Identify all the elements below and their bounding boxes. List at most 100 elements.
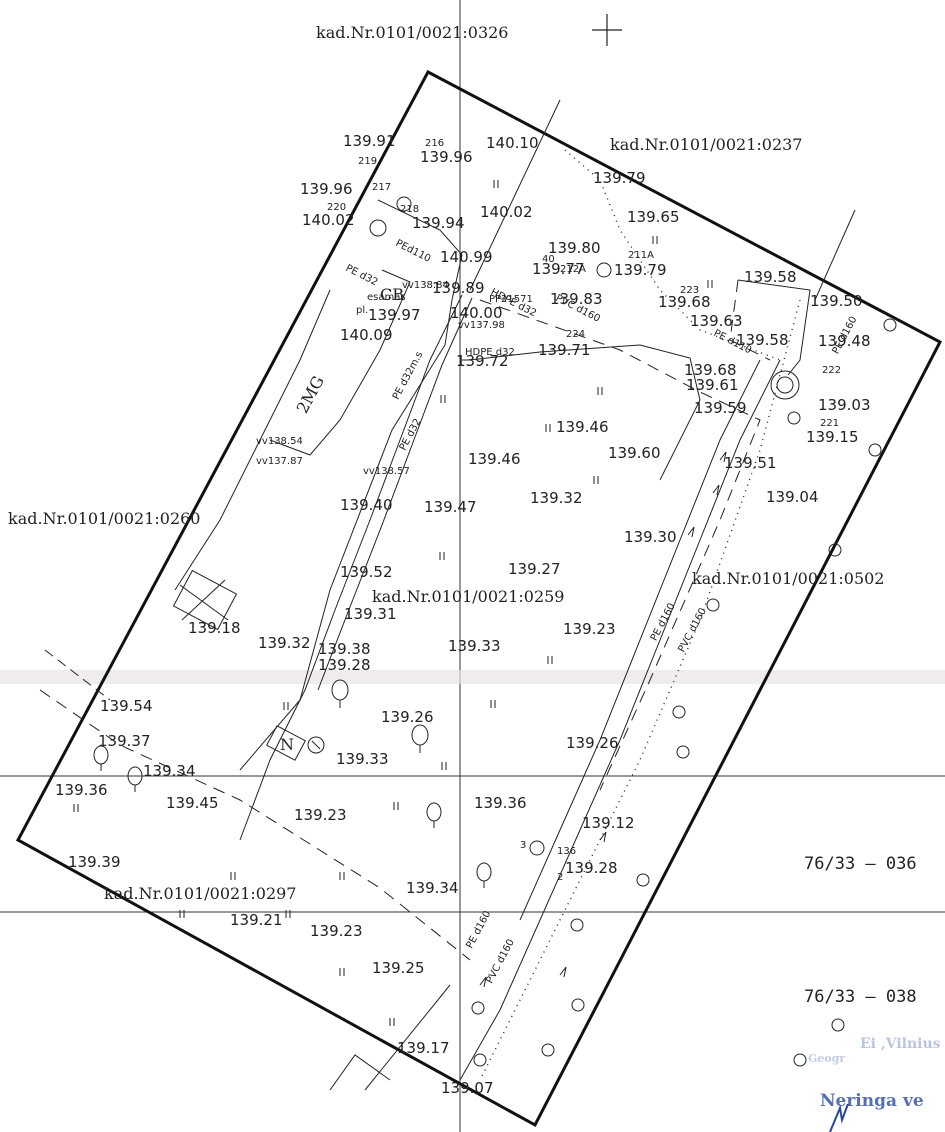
- elevation-label: 139.48: [818, 332, 871, 350]
- point-label: 223: [680, 285, 699, 296]
- elevation-label: 139.79: [593, 169, 646, 187]
- elevation-label: 139.91: [343, 132, 396, 150]
- well-icon: [770, 370, 800, 400]
- point-label: 222: [822, 365, 841, 376]
- elevation-label: 139.04: [766, 488, 819, 506]
- elevation-label: 139.34: [406, 879, 459, 897]
- elevation-label: 139.36: [55, 781, 108, 799]
- tree-icon: [127, 766, 143, 792]
- tree-icon: [411, 724, 429, 753]
- elevation-label: 139.46: [468, 450, 521, 468]
- elevation-label: 139.28: [565, 859, 618, 877]
- point-label: 220: [327, 202, 346, 213]
- elevation-label: 139.60: [608, 444, 661, 462]
- elevation-label: 139.83: [550, 290, 603, 308]
- valve-label: pl.: [356, 305, 368, 316]
- parcel-label-topright: kad.Nr.0101/0021:0237: [610, 135, 802, 154]
- elevation-label: 139.23: [310, 922, 363, 940]
- elevation-label: 139.63: [690, 312, 743, 330]
- elevation-label: 139.12: [582, 814, 635, 832]
- parcel-label-top: kad.Nr.0101/0021:0326: [316, 23, 508, 42]
- valve-label: esamas: [367, 292, 406, 303]
- elevation-label: 139.52: [340, 563, 393, 581]
- elevation-label: 140.99: [440, 248, 493, 266]
- elevation-label: 139.36: [474, 794, 527, 812]
- pipe-label: PE d32m.s: [391, 350, 425, 402]
- manhole-icon: [529, 840, 545, 856]
- tree-circle: [831, 1018, 845, 1032]
- plot-boundary: [239, 199, 463, 771]
- point-label: 219: [358, 156, 377, 167]
- elevation-label: 139.26: [566, 734, 619, 752]
- elevation-label: 139.40: [340, 496, 393, 514]
- valve-label: vv138.57: [363, 466, 410, 477]
- elevation-label: 139.58: [736, 331, 789, 349]
- tree-icon: [476, 862, 492, 888]
- parcel-label-bottomleft: kad.Nr.0101/0021:0297: [104, 884, 296, 903]
- ground-tick-marks: [73, 180, 713, 1026]
- point-label: 212A: [560, 264, 586, 275]
- parcel-label-left: kad.Nr.0101/0021:0260: [8, 509, 200, 528]
- manhole-icon: [369, 219, 387, 237]
- inner-path: [462, 344, 701, 481]
- valve-label: vv138.84: [402, 280, 449, 291]
- elevation-label: 139.31: [344, 605, 397, 623]
- right-building-2: [729, 279, 771, 361]
- point-label: 2: [557, 872, 563, 883]
- elevation-label: 139.50: [810, 292, 863, 310]
- fence-dots: [564, 149, 781, 361]
- elevation-label: 139.33: [448, 637, 501, 655]
- point-label: 217: [372, 182, 391, 193]
- tree-icon: [426, 802, 442, 828]
- elevation-label: 139.21: [230, 911, 283, 929]
- point-label: 136: [557, 846, 576, 857]
- parcel-label-right: kad.Nr.0101/0021:0502: [692, 569, 884, 588]
- tree-icon: [331, 679, 349, 708]
- elevation-label: 139.54: [100, 697, 153, 715]
- valve-label: vv138.54: [256, 436, 303, 447]
- north-marker-label: N: [280, 735, 294, 754]
- elevation-label: 139.33: [336, 750, 389, 768]
- pipe-label: PE d160: [464, 909, 493, 950]
- elevation-label: 140.02: [480, 203, 533, 221]
- tree-circle: [570, 918, 584, 932]
- elevation-label: 139.59: [694, 399, 747, 417]
- elevation-label: 139.96: [300, 180, 353, 198]
- left-diag: [44, 649, 111, 701]
- elevation-label: 140.10: [486, 134, 539, 152]
- tree-circle: [868, 443, 882, 457]
- dashed-zone: [479, 299, 761, 791]
- elevation-label: 139.18: [188, 619, 241, 637]
- stamp-text: Ei ,Vilnius: [860, 1036, 941, 1052]
- tree-circle: [541, 1043, 555, 1057]
- tree-circle: [571, 998, 585, 1012]
- elevation-label: 139.15: [806, 428, 859, 446]
- elevation-label: 139.26: [381, 708, 434, 726]
- tree-circle: [676, 745, 690, 759]
- elevation-label: 139.30: [624, 528, 677, 546]
- tree-circle: [636, 873, 650, 887]
- pipeline-right: [459, 359, 781, 1081]
- corner-mark: [329, 1054, 391, 1091]
- structure-cross-1: [179, 584, 229, 621]
- elevation-label: 139.89: [432, 279, 485, 297]
- manhole-icon: [596, 262, 612, 278]
- elevation-label: 139.71: [538, 341, 591, 359]
- elevation-label: 139.68: [658, 293, 711, 311]
- elevation-label: 139.47: [424, 498, 477, 516]
- elevation-label: 139.79: [614, 261, 667, 279]
- elevation-label: 139.97: [368, 306, 421, 324]
- diagonal-top: [469, 99, 561, 291]
- point-label: 221: [820, 418, 839, 429]
- pipeline-right-2: [519, 359, 761, 921]
- elevation-label: 139.51: [724, 454, 777, 472]
- garage-outline-2: [174, 289, 331, 591]
- valve-label: PP21571: [489, 294, 533, 305]
- garage-outline: [269, 269, 411, 456]
- grid-ref-label: 76/33 – 038: [804, 987, 917, 1007]
- elevation-label: 139.25: [372, 959, 425, 977]
- tree-circle: [828, 543, 842, 557]
- tree-circle: [706, 598, 720, 612]
- structure-cross-2: [181, 579, 226, 621]
